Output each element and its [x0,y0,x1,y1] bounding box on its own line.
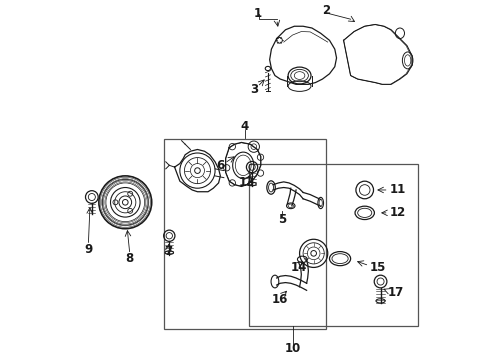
Text: 8: 8 [126,252,134,265]
Bar [248,163,417,325]
Text: 17: 17 [388,285,404,298]
Text: 4: 4 [241,120,249,133]
Text: 13: 13 [239,176,255,189]
Circle shape [311,251,317,256]
Text: 9: 9 [84,243,93,256]
Text: 15: 15 [370,261,387,274]
Text: 1: 1 [253,8,261,21]
Text: 3: 3 [250,83,258,96]
Text: 10: 10 [284,342,301,355]
Text: 2: 2 [322,4,330,17]
Circle shape [122,199,128,205]
Text: 11: 11 [390,184,406,197]
Bar [164,139,326,329]
Text: 5: 5 [278,213,286,226]
Circle shape [195,168,200,174]
Text: 16: 16 [272,293,289,306]
Text: 12: 12 [390,206,406,219]
Text: 6: 6 [216,159,224,172]
Text: 7: 7 [165,245,172,258]
Text: 14: 14 [291,261,307,274]
